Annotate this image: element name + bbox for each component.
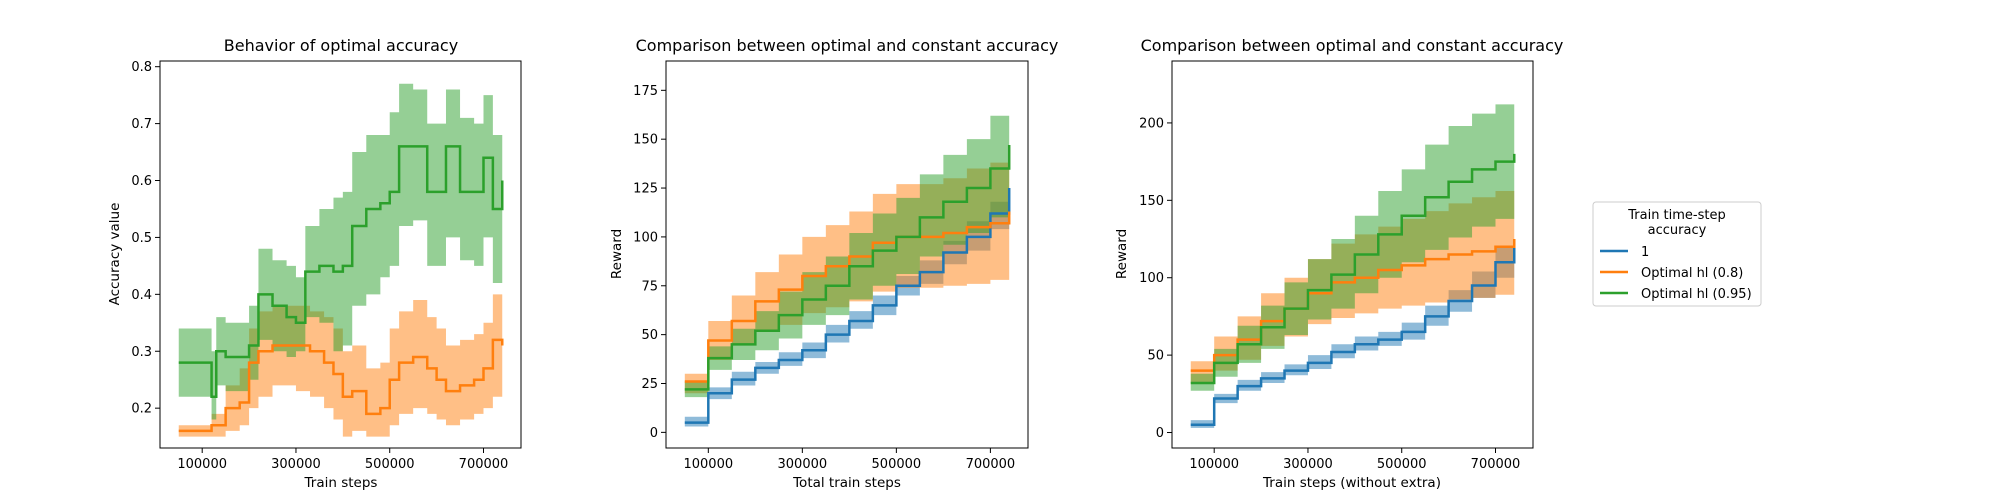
y-tick-label: 125 <box>633 182 658 197</box>
axes-frame <box>1171 60 1534 449</box>
subplot-accuracy: Behavior of optimal accuracy Train steps… <box>107 36 522 491</box>
series-line-series2 <box>1190 239 1516 372</box>
series-line-series3 <box>684 145 1011 391</box>
x-tick-label: 500000 <box>872 457 922 472</box>
subplot-1-xlabel: Train steps <box>304 475 378 491</box>
x-tick-label: 700000 <box>459 457 509 472</box>
x-tick-label: 100000 <box>683 457 733 472</box>
legend-title-line-1: Train time-step <box>1627 208 1726 223</box>
y-tick-label: 0.8 <box>131 60 152 75</box>
x-tick-label: 700000 <box>966 457 1016 472</box>
y-tick-label: 150 <box>1139 194 1164 209</box>
plot-area-3 <box>1190 95 1516 428</box>
confidence-band-series1 <box>1190 218 1515 428</box>
subplot-2-title: Comparison between optimal and constant … <box>636 36 1059 55</box>
legend-frame <box>1592 201 1762 307</box>
confidence-band-series3 <box>1190 95 1515 391</box>
x-tick-label: 500000 <box>365 457 415 472</box>
confidence-band-series1 <box>684 172 1010 427</box>
subplot-3-title: Comparison between optimal and constant … <box>1141 36 1564 55</box>
y-tick-label: 75 <box>641 279 658 294</box>
series-line-series3 <box>178 145 504 399</box>
series-line-series2 <box>178 338 504 433</box>
axes-frame <box>665 60 1029 449</box>
y-tick-label: 0.3 <box>131 345 152 360</box>
x-tick-label: 300000 <box>1283 457 1333 472</box>
y-tick-label: 0.4 <box>131 288 152 303</box>
y-tick-label: 50 <box>641 328 658 343</box>
series-line-series1 <box>684 188 1011 424</box>
subplot-1-title: Behavior of optimal accuracy <box>224 36 458 55</box>
y-tick-label: 100 <box>633 230 658 245</box>
y-tick-label: 0.2 <box>131 402 152 417</box>
subplot-3-xlabel: Train steps (without extra) <box>1262 475 1441 491</box>
y-tick-label: 150 <box>633 133 658 148</box>
plot-area-1 <box>178 83 504 437</box>
x-tick-label: 500000 <box>1377 457 1427 472</box>
y-tick-label: 100 <box>1139 271 1164 286</box>
series-line-series3 <box>1190 153 1516 385</box>
legend-title-line-2: accuracy <box>1648 223 1707 238</box>
subplot-3-ylabel: Reward <box>1114 229 1130 279</box>
subplot-reward-total: Comparison between optimal and constant … <box>609 36 1058 491</box>
subplot-2-xlabel: Total train steps <box>792 475 901 491</box>
y-tick-label: 0 <box>1156 426 1164 441</box>
legend-label-series-3: Optimal hl (0.95) <box>1641 287 1752 302</box>
x-tick-label: 100000 <box>177 457 227 472</box>
y-tick-label: 0.7 <box>131 117 152 132</box>
x-tick-label: 700000 <box>1471 457 1521 472</box>
subplot-2-ylabel: Reward <box>609 229 625 279</box>
y-tick-label: 200 <box>1139 116 1164 131</box>
x-tick-label: 300000 <box>778 457 828 472</box>
x-tick-label: 100000 <box>1189 457 1239 472</box>
y-tick-label: 50 <box>1147 349 1164 364</box>
y-tick-label: 0 <box>650 426 658 441</box>
legend: Train time-step accuracy 1 Optimal hl (0… <box>1592 201 1762 307</box>
confidence-band-series3 <box>684 80 1010 398</box>
axes-frame <box>159 60 522 449</box>
y-tick-label: 25 <box>641 377 658 392</box>
series-line-series1 <box>1190 239 1516 427</box>
y-tick-label: 175 <box>633 84 658 99</box>
y-tick-label: 0.5 <box>131 231 152 246</box>
subplot-reward-without-extra: Comparison between optimal and constant … <box>1114 36 1563 491</box>
y-tick-label: 0.6 <box>131 174 152 189</box>
subplot-1-ylabel: Accuracy value <box>107 203 123 306</box>
x-tick-label: 300000 <box>271 457 321 472</box>
legend-label-series-2: Optimal hl (0.8) <box>1641 266 1743 281</box>
plot-area-2 <box>684 80 1011 427</box>
legend-label-series-1: 1 <box>1641 245 1649 260</box>
series-line-series2 <box>684 211 1011 383</box>
